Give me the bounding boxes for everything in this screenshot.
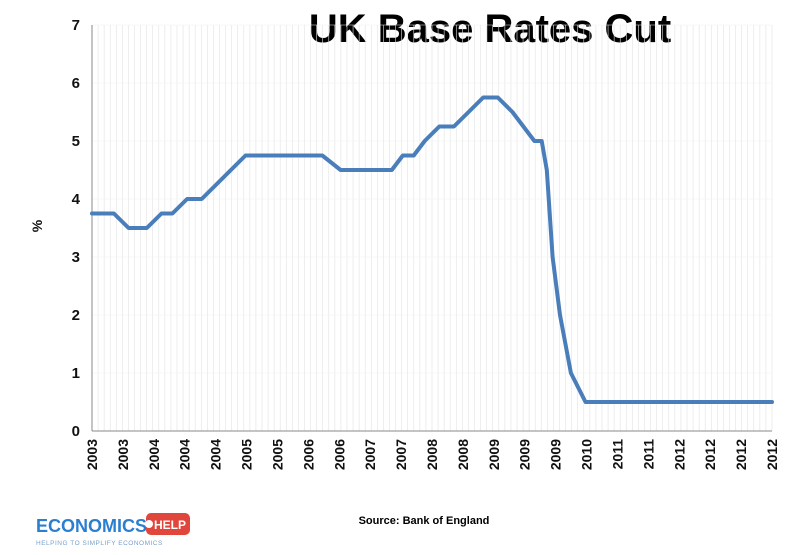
x-tick-label: 2005 (239, 439, 255, 470)
x-tick-label: 2008 (424, 439, 440, 470)
y-tick-label: 6 (72, 75, 80, 92)
logo-badge (146, 513, 190, 535)
chart-title: UK Base Rates Cut (309, 7, 671, 51)
x-tick-label: 2012 (733, 439, 749, 470)
gridlines (91, 24, 773, 432)
y-tick-label: 5 (72, 133, 80, 150)
x-tick-label: 2008 (455, 439, 471, 470)
series-line-base-rate (90, 95, 774, 404)
x-tick-label: 2007 (393, 439, 409, 470)
x-tick-label: 2012 (764, 439, 780, 470)
logo-badge-dot (145, 520, 153, 528)
x-tick-label: 2006 (300, 439, 316, 470)
y-tick-labels: 0 1 2 3 4 5 6 7 (72, 17, 81, 440)
y-tick-label: 7 (72, 17, 80, 34)
x-tick-label: 2003 (115, 439, 131, 470)
x-tick-label: 2007 (362, 439, 378, 470)
y-tick-label: 4 (72, 191, 81, 208)
x-tick-label: 2003 (84, 439, 100, 470)
logo-main-text: ECONOMICS (36, 516, 147, 536)
x-tick-labels: 2003 2003 2004 2004 2004 2005 2005 2006 2006 2007… (84, 439, 780, 470)
x-tick-label: 2012 (702, 439, 718, 470)
x-tick-label: 2009 (517, 439, 533, 470)
y-axis-label: % (29, 219, 45, 232)
x-tick-label: 2004 (208, 439, 224, 470)
x-tick-label: 2004 (146, 439, 162, 470)
y-tick-label: 3 (72, 249, 80, 266)
source-note: Source: Bank of England (359, 515, 490, 527)
economics-help-logo: ECONOMICS HELP HELPING TO SIMPLIFY ECONO… (36, 513, 190, 547)
x-tick-label: 2009 (548, 439, 564, 470)
y-tick-label: 0 (72, 423, 80, 440)
y-tick-label: 2 (72, 307, 80, 324)
x-tick-label: 2012 (671, 439, 687, 470)
logo-badge-text: HELP (154, 518, 186, 532)
logo-tagline: HELPING TO SIMPLIFY ECONOMICS (36, 540, 163, 547)
x-tick-label: 2009 (486, 439, 502, 470)
x-tick-label: 2006 (331, 439, 347, 470)
x-tick-label: 2004 (177, 439, 193, 470)
x-tick-label: 2011 (609, 439, 625, 470)
x-tick-label: 2011 (640, 439, 656, 470)
x-tick-label: 2005 (269, 439, 285, 470)
x-tick-label: 2010 (579, 439, 595, 470)
y-tick-label: 1 (72, 365, 80, 382)
